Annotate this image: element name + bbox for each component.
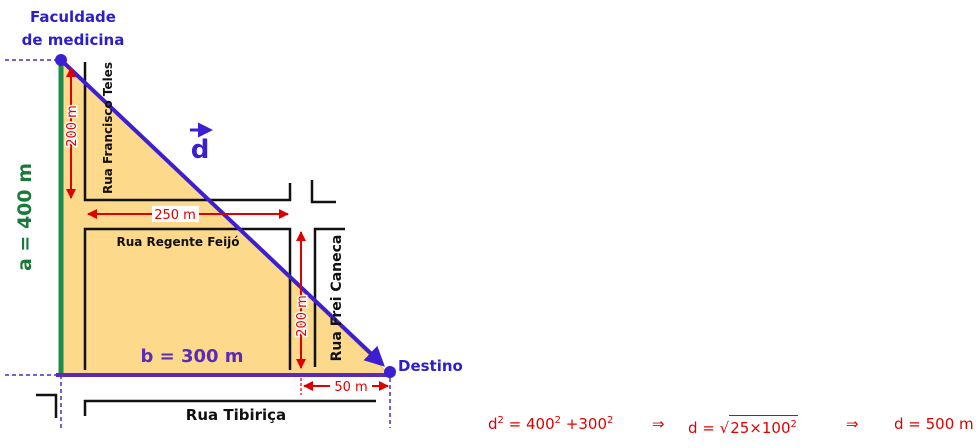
- destination-point: [384, 366, 396, 378]
- street-frei-caneca: Rua Frei Caneca: [329, 235, 345, 362]
- side-a-label: a = 400 m: [14, 163, 36, 271]
- formula-arrow-2: ⇒: [846, 415, 859, 433]
- origin-label-line1: Faculdade: [30, 8, 116, 26]
- formula-sqrt: d = √25×1002: [688, 415, 798, 437]
- dim-200-top-label: 200 m: [65, 105, 80, 147]
- vector-d-label: d: [191, 135, 210, 165]
- side-b-label: b = 300 m: [140, 346, 243, 367]
- destination-label: Destino: [398, 357, 463, 375]
- origin-label-line2: de medicina: [22, 31, 125, 49]
- street-francisco-teles: Rua Francisco Teles: [101, 62, 115, 194]
- street-regente-feijo: Rua Regente Feijó: [116, 235, 239, 249]
- block-outline-right: [313, 227, 345, 367]
- block-outline-bottom-left: [36, 393, 58, 418]
- dim-200-right-label: 200 m: [295, 295, 310, 337]
- block-outline-top-right: [310, 180, 336, 204]
- block-outline-middle: [83, 227, 292, 370]
- dim-250-label-bg: [152, 206, 199, 222]
- dim-50-label-bg: [330, 378, 372, 394]
- formula-pythagoras: d2 = 4002 +3002: [488, 415, 614, 433]
- formula-result: d = 500 m: [894, 415, 974, 433]
- block-outline-top-left: [83, 62, 292, 202]
- formula-arrow-1: ⇒: [652, 415, 665, 433]
- dim-250-label: 250 m: [154, 208, 196, 223]
- dim-50-label: 50 m: [334, 380, 367, 395]
- formula-row: d2 = 4002 +3002 ⇒ d = √25×1002 ⇒ d = 500…: [488, 415, 976, 441]
- block-outline-bottom: [83, 399, 376, 416]
- origin-point: [55, 54, 67, 66]
- street-tibirica: Rua Tibiriça: [186, 406, 286, 424]
